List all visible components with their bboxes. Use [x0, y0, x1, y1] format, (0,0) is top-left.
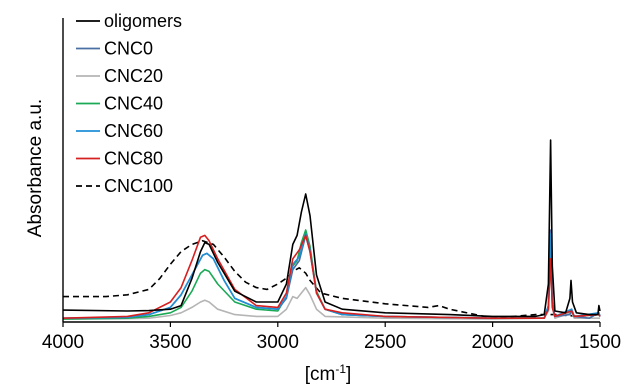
legend-label-cnc60: CNC60	[104, 121, 163, 141]
legend-label-cnc0: CNC0	[104, 39, 153, 59]
x-ticks: 4000 3500 3000 2500 2000 1500	[42, 322, 621, 353]
x-tick-label: 2000	[471, 332, 513, 353]
x-tick-label: 3000	[257, 332, 299, 353]
legend-label-cnc100: CNC100	[104, 176, 173, 196]
legend-label-cnc40: CNC40	[104, 94, 163, 114]
y-axis-title: Absorbance a.u.	[25, 99, 46, 237]
legend-label-oligomers: oligomers	[104, 11, 182, 31]
x-tick-label: 2500	[364, 332, 406, 353]
series-line-cnc100	[63, 240, 601, 320]
x-axis-title-end: ]	[346, 364, 351, 385]
legend-label-cnc20: CNC20	[104, 66, 163, 86]
series-line-cnc20	[62, 254, 600, 320]
series-line-cnc80	[62, 234, 601, 320]
legend: oligomers CNC0 CNC20 CNC40 CNC60 CNC80 CNC100	[76, 11, 182, 196]
x-axis-title: [cm-1]	[305, 362, 352, 385]
x-tick-label: 1500	[579, 332, 621, 353]
x-tick-label: 4000	[42, 332, 84, 353]
legend-label-cnc80: CNC80	[104, 149, 163, 169]
series-line-oligomers	[62, 139, 601, 318]
series-line-cnc40	[62, 229, 601, 320]
x-tick-label: 3500	[149, 332, 191, 353]
x-axis-title-main: [cm	[305, 364, 336, 385]
series-layer	[62, 139, 601, 320]
x-axis-title-superscript: -1	[335, 362, 346, 376]
